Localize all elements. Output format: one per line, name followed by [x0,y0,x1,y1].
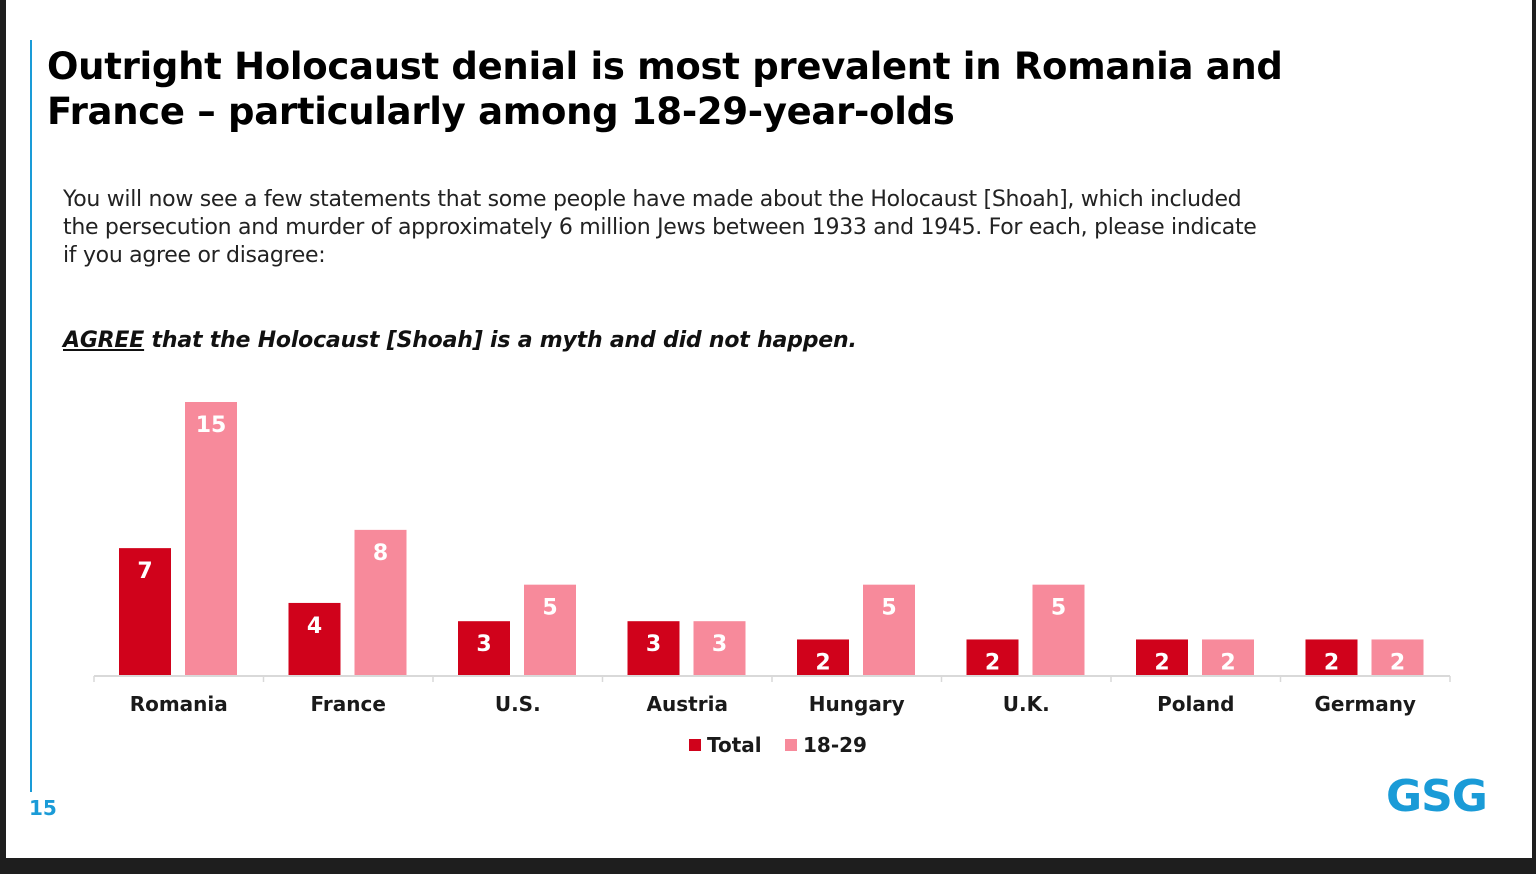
data-label-u-k-total: 2 [985,650,1000,675]
bar-hungary-18-29 [863,584,915,676]
data-label-u-s-total: 3 [476,632,491,657]
bar-poland-18-29 [1202,639,1254,676]
bar-u-k-18-29 [1032,584,1085,676]
bar-u-s-18-29 [524,584,576,676]
legend-swatch-total [689,739,701,751]
category-label-poland: Poland [1157,692,1234,716]
data-label-france-18-29: 8 [373,541,388,566]
data-label-hungary-total: 2 [815,650,830,675]
bottom-bar [0,858,1536,874]
bar-france-18-29 [354,529,407,676]
bar-u-s-total [458,621,510,676]
question-line-1: You will now see a few statements that s… [63,187,1242,212]
statement-text: that the Holocaust [Shoah] is a myth and… [144,328,857,353]
bar-france-total [288,602,341,676]
data-label-poland-total: 2 [1154,650,1169,675]
bar-germany-18-29 [1371,639,1424,676]
accent-line [30,40,32,792]
page-number: 15 [29,796,57,820]
bar-chart: 7 15 Romania 4 8 France 3 5 U.S. 3 3 Austria 2 5 Hunga… [93,402,1451,757]
bar-romania-total [119,548,171,676]
category-label-romania: Romania [130,692,228,716]
data-label-hungary-18-29: 5 [881,596,896,621]
bar-poland-total [1136,639,1188,676]
bar-germany-total [1305,639,1358,676]
category-label-germany: Germany [1315,692,1416,716]
statement: AGREE that the Holocaust [Shoah] is a my… [63,326,1263,356]
bar-romania-18-29 [185,402,237,676]
category-label-austria: Austria [647,692,728,716]
category-label-u-k: U.K. [1003,692,1050,716]
gsg-logo: GSG [1386,771,1488,822]
category-label-u-s: U.S. [495,692,541,716]
title-line-2: France – particularly among 18-29-year-o… [47,90,955,133]
legend-swatch-18-29 [785,739,797,751]
data-label-germany-18-29: 2 [1390,650,1405,675]
data-label-u-k-18-29: 5 [1051,596,1066,621]
legend-label-18-29: 18-29 [803,733,867,757]
data-label-u-s-18-29: 5 [542,596,557,621]
data-label-france-total: 4 [307,614,322,639]
question-line-3: if you agree or disagree: [63,243,326,268]
question-line-2: the persecution and murder of approximat… [63,215,1257,240]
slide: Outright Holocaust denial is most preval… [6,0,1532,858]
category-label-hungary: Hungary [809,692,905,716]
survey-question: You will now see a few statements that s… [63,186,1483,270]
slide-title: Outright Holocaust denial is most preval… [47,44,1447,134]
legend-label-total: Total [707,733,762,757]
data-label-poland-18-29: 2 [1220,650,1235,675]
statement-keyword: AGREE [63,328,145,353]
bar-austria-18-29 [693,621,746,676]
data-label-austria-18-29: 3 [712,632,727,657]
data-label-romania-total: 7 [137,559,152,584]
bar-u-k-total [966,639,1019,676]
data-label-germany-total: 2 [1324,650,1339,675]
bar-hungary-total [797,639,849,676]
bar-austria-total [627,621,680,676]
data-label-austria-total: 3 [646,632,661,657]
title-line-1: Outright Holocaust denial is most preval… [47,45,1283,88]
category-label-france: France [311,692,386,716]
data-label-romania-18-29: 15 [196,413,227,438]
